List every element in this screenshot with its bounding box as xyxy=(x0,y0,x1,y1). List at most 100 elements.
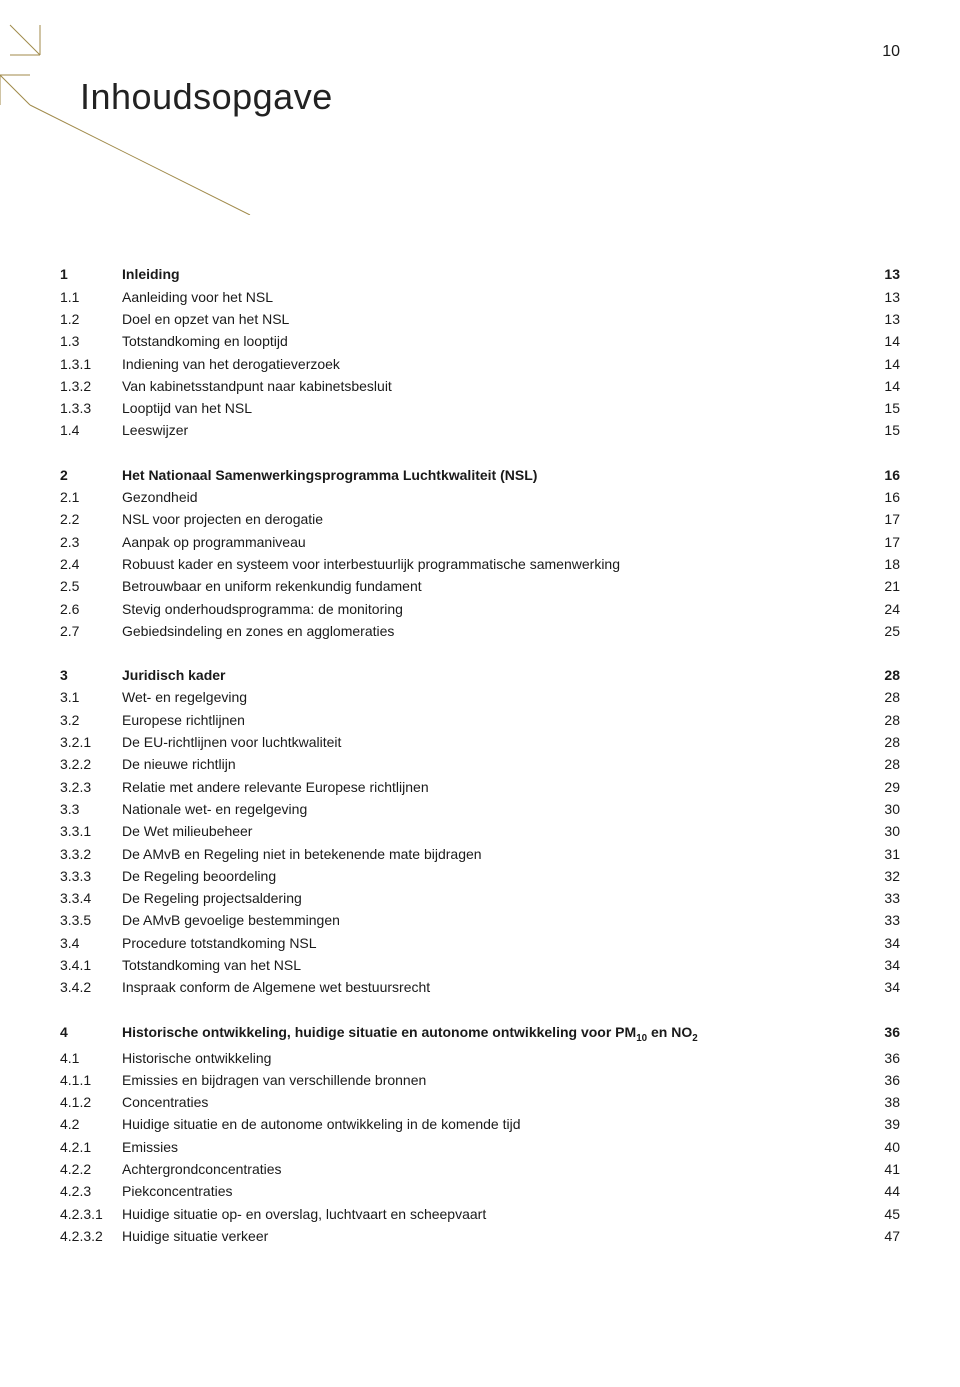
toc-page: 28 xyxy=(860,754,900,774)
toc-number: 4.2.3 xyxy=(60,1181,122,1201)
toc-title: Indiening van het derogatieverzoek xyxy=(122,354,860,374)
toc-number: 4 xyxy=(60,1022,122,1042)
toc-row: 1.2Doel en opzet van het NSL13 xyxy=(60,308,900,330)
toc-title: De Regeling beoordeling xyxy=(122,866,860,886)
toc-title: Concentraties xyxy=(122,1092,860,1112)
toc-title: De Wet milieubeheer xyxy=(122,821,860,841)
toc-page: 30 xyxy=(860,821,900,841)
toc-row: 1.3.3Looptijd van het NSL15 xyxy=(60,397,900,419)
toc-title: NSL voor projecten en derogatie xyxy=(122,509,860,529)
toc-number: 3.3 xyxy=(60,799,122,819)
toc-number: 4.2.1 xyxy=(60,1137,122,1157)
heading-wrap: Inhoudsopgave xyxy=(40,71,900,123)
table-of-contents: 1Inleiding131.1Aanleiding voor het NSL13… xyxy=(60,263,900,1247)
toc-page: 18 xyxy=(860,554,900,574)
toc-page: 36 xyxy=(860,1022,900,1042)
toc-number: 3.2.3 xyxy=(60,777,122,797)
toc-page: 44 xyxy=(860,1181,900,1201)
toc-page: 28 xyxy=(860,665,900,685)
toc-page: 14 xyxy=(860,376,900,396)
toc-row: 4Historische ontwikkeling, huidige situa… xyxy=(60,1021,900,1047)
toc-number: 1.3.2 xyxy=(60,376,122,396)
toc-title: Van kabinetsstandpunt naar kabinetsbeslu… xyxy=(122,376,860,396)
toc-row: 3.3.5De AMvB gevoelige bestemmingen33 xyxy=(60,909,900,931)
toc-title: Robuust kader en systeem voor interbestu… xyxy=(122,554,860,574)
toc-page: 30 xyxy=(860,799,900,819)
toc-number: 2.5 xyxy=(60,576,122,596)
toc-row: 1.1Aanleiding voor het NSL13 xyxy=(60,286,900,308)
toc-row: 4.1Historische ontwikkeling36 xyxy=(60,1047,900,1069)
toc-number: 1.1 xyxy=(60,287,122,307)
toc-page: 38 xyxy=(860,1092,900,1112)
toc-title: Huidige situatie verkeer xyxy=(122,1226,860,1246)
toc-page: 40 xyxy=(860,1137,900,1157)
toc-title: Inleiding xyxy=(122,264,860,284)
toc-row: 1Inleiding13 xyxy=(60,263,900,285)
toc-row: 4.2.1Emissies40 xyxy=(60,1136,900,1158)
toc-title: Aanpak op programmaniveau xyxy=(122,532,860,552)
toc-number: 4.1 xyxy=(60,1048,122,1068)
toc-page: 15 xyxy=(860,398,900,418)
toc-row: 1.3Totstandkoming en looptijd14 xyxy=(60,330,900,352)
toc-row: 3.4Procedure totstandkoming NSL34 xyxy=(60,932,900,954)
toc-title: Het Nationaal Samenwerkingsprogramma Luc… xyxy=(122,465,860,485)
toc-page: 34 xyxy=(860,955,900,975)
toc-row: 2.1Gezondheid16 xyxy=(60,486,900,508)
toc-page: 47 xyxy=(860,1226,900,1246)
toc-number: 3.3.2 xyxy=(60,844,122,864)
toc-number: 2.2 xyxy=(60,509,122,529)
toc-title: Huidige situatie en de autonome ontwikke… xyxy=(122,1114,860,1134)
toc-page: 41 xyxy=(860,1159,900,1179)
toc-page: 28 xyxy=(860,710,900,730)
toc-row: 3.3.3De Regeling beoordeling32 xyxy=(60,865,900,887)
toc-number: 1.3.1 xyxy=(60,354,122,374)
toc-number: 3 xyxy=(60,665,122,685)
toc-row: 2.6Stevig onderhoudsprogramma: de monito… xyxy=(60,598,900,620)
toc-title: Gebiedsindeling en zones en agglomeratie… xyxy=(122,621,860,641)
toc-number: 4.1.2 xyxy=(60,1092,122,1112)
toc-number: 4.1.1 xyxy=(60,1070,122,1090)
toc-number: 2.7 xyxy=(60,621,122,641)
toc-number: 3.3.1 xyxy=(60,821,122,841)
toc-page: 45 xyxy=(860,1204,900,1224)
toc-page: 31 xyxy=(860,844,900,864)
toc-row: 2Het Nationaal Samenwerkingsprogramma Lu… xyxy=(60,464,900,486)
toc-section: 4Historische ontwikkeling, huidige situa… xyxy=(60,1021,900,1248)
toc-row: 3.2.3Relatie met andere relevante Europe… xyxy=(60,776,900,798)
toc-title: De Regeling projectsaldering xyxy=(122,888,860,908)
toc-row: 4.2Huidige situatie en de autonome ontwi… xyxy=(60,1113,900,1135)
toc-page: 13 xyxy=(860,309,900,329)
toc-number: 4.2.3.1 xyxy=(60,1204,122,1224)
toc-number: 3.2.1 xyxy=(60,732,122,752)
toc-number: 3.3.3 xyxy=(60,866,122,886)
toc-title: Doel en opzet van het NSL xyxy=(122,309,860,329)
toc-row: 3.1Wet- en regelgeving28 xyxy=(60,686,900,708)
toc-page: 32 xyxy=(860,866,900,886)
toc-row: 2.5Betrouwbaar en uniform rekenkundig fu… xyxy=(60,575,900,597)
toc-title: Achtergrondconcentraties xyxy=(122,1159,860,1179)
toc-title: Totstandkoming en looptijd xyxy=(122,331,860,351)
toc-section: 2Het Nationaal Samenwerkingsprogramma Lu… xyxy=(60,464,900,642)
toc-title: Nationale wet- en regelgeving xyxy=(122,799,860,819)
toc-row: 3Juridisch kader28 xyxy=(60,664,900,686)
toc-number: 2.6 xyxy=(60,599,122,619)
toc-title: Stevig onderhoudsprogramma: de monitorin… xyxy=(122,599,860,619)
toc-number: 1.4 xyxy=(60,420,122,440)
toc-page: 28 xyxy=(860,687,900,707)
toc-row: 1.4Leeswijzer15 xyxy=(60,419,900,441)
toc-number: 3.1 xyxy=(60,687,122,707)
toc-number: 3.2 xyxy=(60,710,122,730)
toc-number: 1.3 xyxy=(60,331,122,351)
toc-title: De AMvB gevoelige bestemmingen xyxy=(122,910,860,930)
toc-title: Procedure totstandkoming NSL xyxy=(122,933,860,953)
toc-number: 2.1 xyxy=(60,487,122,507)
toc-row: 3.2.1De EU-richtlijnen voor luchtkwalite… xyxy=(60,731,900,753)
toc-row: 3.3.4De Regeling projectsaldering33 xyxy=(60,887,900,909)
toc-page: 33 xyxy=(860,910,900,930)
toc-title: Piekconcentraties xyxy=(122,1181,860,1201)
toc-number: 1 xyxy=(60,264,122,284)
toc-row: 4.2.3.1Huidige situatie op- en overslag,… xyxy=(60,1203,900,1225)
toc-page: 16 xyxy=(860,465,900,485)
toc-row: 3.4.1Totstandkoming van het NSL34 xyxy=(60,954,900,976)
toc-page: 16 xyxy=(860,487,900,507)
